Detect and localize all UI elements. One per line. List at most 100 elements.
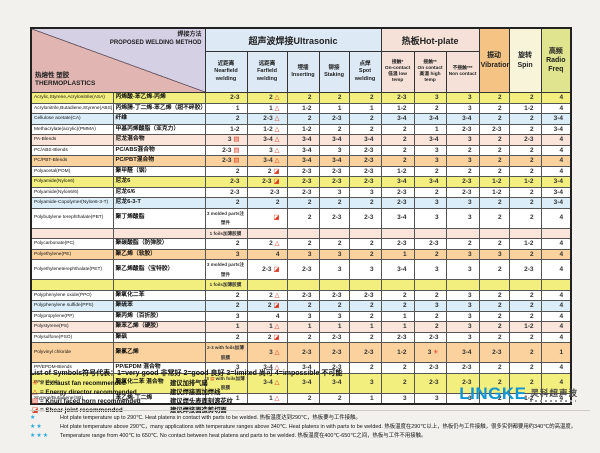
group-header-ultrasonic: 超声波焊接Ultrasonic [204, 27, 382, 52]
rating-cell [246, 279, 288, 291]
rating-cell: 3 [348, 186, 382, 198]
material-name-en: Polyphenylene sulfide(PPS) [30, 300, 114, 312]
rating-cell: 2 [508, 197, 542, 209]
rating-cell: 3 [445, 155, 480, 167]
rating-cell: 2 [508, 248, 542, 260]
rating-cell: 3-4 [380, 259, 415, 280]
material-name-cn: 尼龙6/6 [112, 186, 206, 198]
rating-cell: 2 [286, 207, 320, 229]
legend-text-cn: 建议加排气扇 [170, 380, 208, 387]
footnote-three-stars: ★★★ Temperature range from 400℃ to 650℃.… [30, 432, 590, 441]
exhaust-fan-icon: ✳ [32, 380, 38, 387]
rating-cell [413, 279, 447, 291]
rating-cell: 4 [540, 155, 572, 167]
rating-cell: 2 [318, 92, 350, 104]
rating-cell: 2 [508, 207, 542, 229]
rating-cell: 2 [318, 300, 350, 312]
shear-joint-icon: ◪ [273, 214, 280, 222]
column-header-staking: 铆接 Staking [318, 51, 350, 93]
rating-cell: 3-4 [540, 197, 572, 209]
material-name-en: Polybutylene terephthalate(PBT) [30, 207, 114, 229]
rating-cell: 1 foils加薄胶膜 [204, 279, 248, 291]
rating-cell [540, 227, 572, 239]
material-name-cn: 纤维 [112, 113, 206, 125]
rating-cell: 3 [445, 300, 480, 312]
material-row: 1 foils加薄胶膜 [30, 227, 572, 239]
rating-cell: 2 [478, 155, 510, 167]
rating-cell: 2 [445, 238, 480, 250]
column-header-vibration: 振动 Vibration [478, 27, 510, 93]
material-row: Polystyrene(PS) 聚苯乙烯（硬胶） 1 1 △ 1 1 1 1 2 3 2 1-2 4 [30, 321, 572, 333]
material-name-cn: 聚甲醛（钢） [112, 165, 206, 177]
rating-cell: 2 [348, 238, 382, 250]
rating-cell: 1 [380, 310, 415, 322]
rating-cell [286, 279, 320, 291]
rating-cell: 3 [445, 289, 480, 301]
rating-cell: 2-3 [348, 207, 382, 229]
rating-cell: 2 [204, 331, 248, 343]
rating-cell: 2-3 [318, 331, 350, 343]
rating-cell: 3-4 [380, 207, 415, 229]
material-name-en: Polyethylene(PE) [30, 248, 114, 260]
rating-cell: 3-4 [413, 176, 447, 188]
rating-cell: 2 [478, 134, 510, 146]
rating-cell: 2-3 [318, 207, 350, 229]
rating-cell: 3-4 [380, 176, 415, 188]
rating-cell: 2 [348, 331, 382, 343]
material-name-en: Polyamide-Copolymer(Nylon6-3-T) [30, 197, 114, 209]
rating-cell: 2 [413, 165, 447, 177]
energy-director-icon: △ [274, 125, 280, 133]
rating-cell: 2 [508, 342, 542, 363]
rating-cell: 2 [508, 113, 542, 125]
material-name-en: Polyphenylene oxide(PPO) [30, 289, 114, 301]
rating-cell: 2 [286, 238, 320, 250]
rating-cell [445, 279, 480, 291]
rating-cell: 3 [445, 259, 480, 280]
rating-cell: 2 [204, 113, 248, 125]
material-name-en: Polyamide(Nylon6/6) [30, 186, 114, 198]
rating-cell: 3-4 [286, 134, 320, 146]
rating-cell: 2 [478, 165, 510, 177]
rating-cell: 4 [540, 248, 572, 260]
rating-cell: 2 [318, 238, 350, 250]
legend-item-energy-director: △ = Energy director recommended 建议焊接面加焊线 [30, 388, 590, 397]
column-header-inserting: 埋插 Inserting [286, 51, 320, 93]
rating-cell: 4 [540, 92, 572, 104]
rating-cell: 2 [478, 331, 510, 343]
rating-cell: 3 [413, 92, 447, 104]
legend-text-en: = Energy director recommended [40, 389, 137, 396]
column-header-spot-welding: 点焊 Spot welding [348, 51, 382, 93]
rating-cell: 1-2 [380, 342, 415, 363]
rating-cell: 4 [540, 134, 572, 146]
rating-cell: 1 [348, 102, 382, 114]
rating-cell: 3 [413, 155, 447, 167]
rating-cell: 2 [508, 186, 542, 198]
energy-director-icon: △ [274, 146, 280, 154]
rating-cell: 3 [413, 392, 447, 405]
material-name-en: Methacrylate(acrylic)(PMMA) [30, 123, 114, 135]
rating-cell: 4 [540, 102, 572, 114]
rating-cell: 2-3 [478, 342, 510, 363]
rating-cell [380, 279, 415, 291]
legend-item-knurl-horn: ▤ = Knurl faced horn recommended 建议焊头表面刻… [30, 397, 590, 406]
material-row: Styrene/Butadiene(SB) 苯乙烯-丁二烯 1 1 △ 2 2 1 3 3 3 2 1… [30, 392, 572, 405]
rating-cell: 3-4 [380, 113, 415, 125]
material-row: Polyethylene(PE) 聚乙烯（软胶） 3 4 3 3 2 1 2 3 3 2 4 [30, 248, 572, 260]
rating-cell: 3-4 [413, 134, 447, 146]
rating-cell: 3 ▤ [204, 134, 248, 146]
legend-item-exhaust-fan: ✳ = Exhaust fan recommended 建议加排气扇 [30, 379, 590, 388]
rating-cell: 2-3 [348, 155, 382, 167]
rating-cell: 3 [445, 207, 480, 229]
rating-cell: 2-3 [204, 92, 248, 104]
rating-cell: 1-2 [508, 321, 542, 333]
footnote-two-stars: ★★ Hot plate temperature above 290℃，many… [30, 423, 590, 432]
material-name-en: Polypropylene(PP) [30, 310, 114, 322]
energy-director-icon: △ [274, 364, 280, 371]
rating-cell: 2 [348, 92, 382, 104]
column-header-contact-low-temp: 接触* On-contact 低温 low temp [380, 51, 415, 93]
rating-cell [286, 227, 320, 239]
rating-cell: 3 [413, 259, 447, 280]
rating-cell: 3 [318, 310, 350, 322]
rating-cell: 2 [478, 259, 510, 280]
shear-joint-icon: ◪ [273, 178, 280, 185]
